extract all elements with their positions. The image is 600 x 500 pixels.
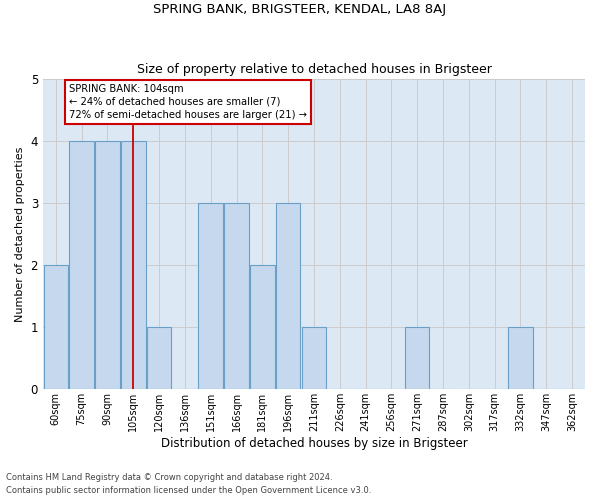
- Bar: [224, 203, 249, 390]
- Bar: [121, 140, 146, 390]
- Bar: [276, 203, 301, 390]
- Bar: [199, 203, 223, 390]
- Bar: [302, 327, 326, 390]
- Bar: [508, 327, 533, 390]
- Title: Size of property relative to detached houses in Brigsteer: Size of property relative to detached ho…: [137, 63, 491, 76]
- Text: SPRING BANK: 104sqm
← 24% of detached houses are smaller (7)
72% of semi-detache: SPRING BANK: 104sqm ← 24% of detached ho…: [69, 84, 307, 120]
- Text: Contains HM Land Registry data © Crown copyright and database right 2024.
Contai: Contains HM Land Registry data © Crown c…: [6, 474, 371, 495]
- Bar: [405, 327, 430, 390]
- X-axis label: Distribution of detached houses by size in Brigsteer: Distribution of detached houses by size …: [161, 437, 467, 450]
- Bar: [44, 265, 68, 390]
- Text: SPRING BANK, BRIGSTEER, KENDAL, LA8 8AJ: SPRING BANK, BRIGSTEER, KENDAL, LA8 8AJ: [154, 2, 446, 16]
- Bar: [95, 140, 120, 390]
- Bar: [70, 140, 94, 390]
- Y-axis label: Number of detached properties: Number of detached properties: [15, 146, 25, 322]
- Bar: [147, 327, 172, 390]
- Bar: [250, 265, 275, 390]
